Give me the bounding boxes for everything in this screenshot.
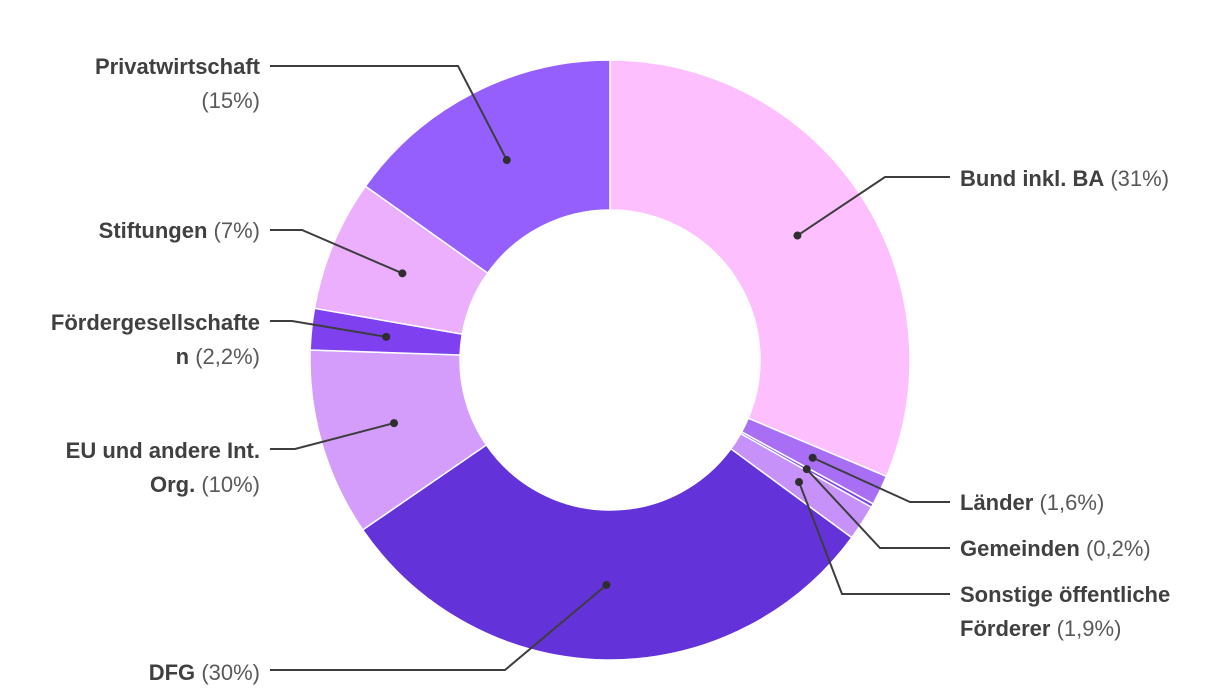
- label-bund-pct: (31%): [1110, 166, 1170, 191]
- label-dfg: DFG (30%): [149, 656, 260, 690]
- leader-dot-gemeinden: [802, 465, 811, 474]
- label-sonstige-name-line2: Förderer: [960, 616, 1051, 641]
- slice-dfg: [361, 443, 853, 661]
- label-dfg-name: DFG: [148, 660, 196, 685]
- leader-line-foerdergesellschaften: [270, 320, 387, 338]
- label-eu-pct: (10%): [201, 472, 260, 497]
- leader-dot-bund: [793, 231, 802, 240]
- leader-line-laender: [812, 456, 950, 503]
- label-bund-name: Bund inkl. BA: [960, 166, 1105, 191]
- label-laender-name: Länder: [960, 490, 1034, 515]
- label-sonstige: Sonstige öffentliche Förderer (1,9%): [960, 578, 1170, 646]
- leader-line-sonstige: [798, 481, 950, 595]
- label-stiftungen-pct: (7%): [213, 218, 260, 243]
- label-eu-name-line1: EU und andere Int.: [65, 438, 260, 463]
- leader-line-eu: [270, 422, 395, 450]
- label-foerdergesellschaften-name-line2: n: [175, 344, 190, 369]
- leader-line-dfg: [270, 584, 608, 671]
- label-privatwirtschaft: Privatwirtschaft (15%): [95, 50, 260, 118]
- label-eu: EU und andere Int. Org. (10%): [66, 434, 260, 502]
- slice-privatwirtschaft: [364, 59, 611, 275]
- label-foerdergesellschaften: Fördergesellschafte n (2,2%): [51, 306, 260, 374]
- leader-line-privatwirtschaft: [270, 65, 508, 161]
- label-sonstige-pct: (1,9%): [1056, 616, 1122, 641]
- leader-dot-sonstige: [795, 478, 804, 487]
- label-sonstige-name-line1: Sonstige öffentliche: [960, 582, 1171, 607]
- label-privatwirtschaft-pct: (15%): [201, 88, 260, 113]
- label-dfg-pct: (30%): [201, 660, 260, 685]
- label-laender: Länder (1,6%): [960, 486, 1104, 520]
- label-bund: Bund inkl. BA (31%): [960, 162, 1169, 196]
- slice-bund: [609, 59, 911, 478]
- leader-dot-stiftungen: [398, 269, 407, 278]
- label-foerdergesellschaften-pct: (2,2%): [195, 344, 260, 369]
- label-gemeinden-pct: (0,2%): [1085, 536, 1151, 561]
- label-eu-name-line2: Org.: [149, 472, 196, 497]
- donut-slices: [309, 59, 911, 661]
- leader-dot-dfg: [602, 580, 611, 589]
- leader-line-stiftungen: [270, 229, 403, 275]
- leader-dot-foerdergesellschaften: [382, 332, 391, 341]
- label-stiftungen-name: Stiftungen: [98, 218, 208, 243]
- leader-dot-eu: [390, 419, 399, 428]
- leader-dot-laender: [808, 453, 817, 462]
- label-privatwirtschaft-name: Privatwirtschaft: [94, 54, 260, 79]
- label-foerdergesellschaften-name-line1: Fördergesellschafte: [50, 310, 260, 335]
- leader-dot-privatwirtschaft: [502, 156, 511, 165]
- label-stiftungen: Stiftungen (7%): [99, 214, 260, 248]
- label-gemeinden: Gemeinden (0,2%): [960, 532, 1151, 566]
- leader-lines: [270, 65, 950, 671]
- label-gemeinden-name: Gemeinden: [960, 536, 1080, 561]
- leader-line-bund: [796, 176, 950, 237]
- leader-line-gemeinden: [806, 468, 950, 549]
- label-laender-pct: (1,6%): [1039, 490, 1105, 515]
